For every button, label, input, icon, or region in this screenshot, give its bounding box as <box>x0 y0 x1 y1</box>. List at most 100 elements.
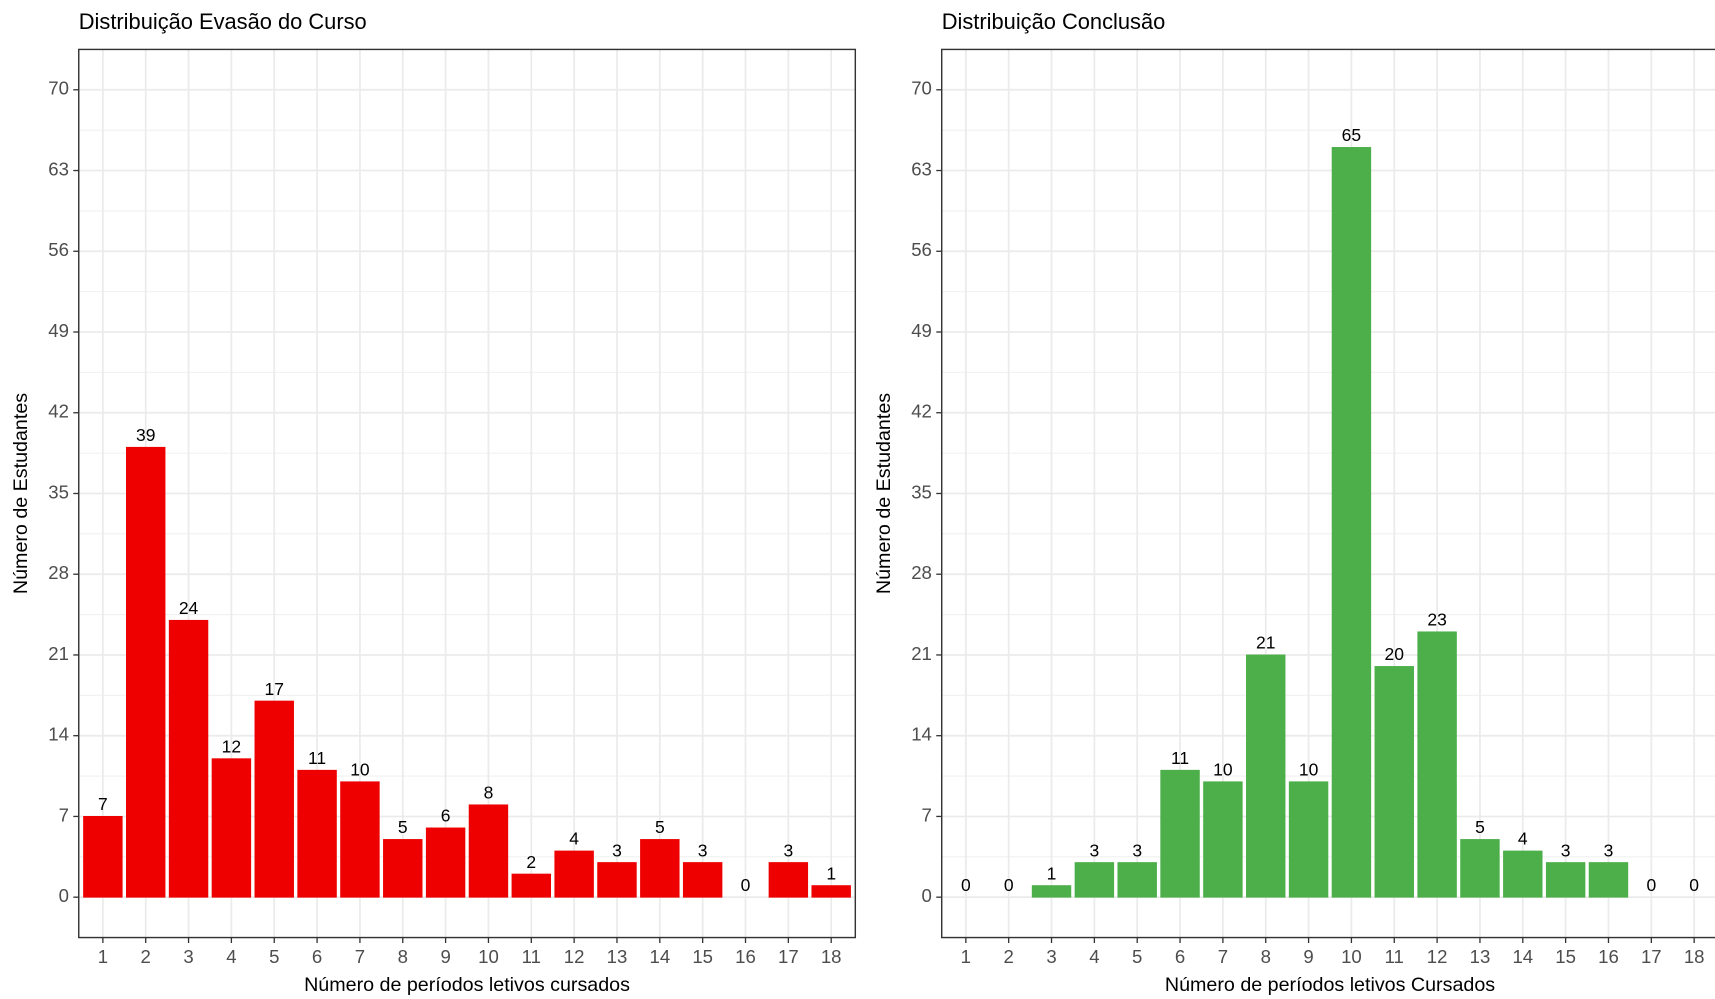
chart-title: Distribuição Evasão do Curso <box>79 9 367 34</box>
value-label: 10 <box>350 760 370 780</box>
bar <box>254 700 294 898</box>
x-tick-label: 2 <box>1004 946 1014 967</box>
y-tick-label: 56 <box>911 239 932 260</box>
y-tick-label: 35 <box>48 481 69 502</box>
bar <box>1288 781 1329 898</box>
bar <box>1503 850 1543 898</box>
y-tick-label: 70 <box>48 78 69 99</box>
x-tick-label: 11 <box>522 946 541 967</box>
bar <box>1374 666 1414 898</box>
value-label: 6 <box>441 806 451 826</box>
bar <box>1074 862 1115 898</box>
value-label: 3 <box>1089 840 1099 860</box>
x-tick-label: 14 <box>649 946 670 967</box>
x-tick-label: 6 <box>312 946 322 967</box>
y-tick-label: 56 <box>48 239 69 260</box>
x-tick-label: 4 <box>1089 946 1099 967</box>
bar <box>597 862 637 898</box>
y-tick-label: 7 <box>59 804 69 825</box>
x-tick-label: 12 <box>564 946 585 967</box>
bar <box>640 839 680 898</box>
y-axis-label: Número de Estudantes <box>10 393 32 594</box>
y-tick-label: 63 <box>48 158 69 179</box>
x-tick-label: 17 <box>1641 946 1662 967</box>
x-axis-label: Número de períodos letivos cursados <box>304 974 630 996</box>
value-label: 0 <box>1689 875 1699 895</box>
y-tick-label: 21 <box>911 643 932 664</box>
value-label: 2 <box>526 852 536 872</box>
value-label: 20 <box>1385 644 1405 664</box>
x-tick-label: 1 <box>961 946 971 967</box>
y-axis-label: Número de Estudantes <box>873 393 895 594</box>
bar <box>1545 862 1586 898</box>
y-tick-label: 35 <box>911 481 932 502</box>
x-tick-label: 10 <box>1341 946 1362 967</box>
y-tick-label: 28 <box>911 562 932 583</box>
value-label: 12 <box>222 736 241 756</box>
value-label: 11 <box>308 748 326 768</box>
x-tick-label: 7 <box>1218 946 1228 967</box>
x-tick-label: 16 <box>1598 946 1619 967</box>
x-axis-label: Número de períodos letivos Cursados <box>1165 974 1495 996</box>
x-tick-label: 3 <box>1046 946 1056 967</box>
x-tick-label: 3 <box>183 946 193 967</box>
bar <box>83 816 123 898</box>
y-tick-label: 63 <box>911 158 932 179</box>
bar <box>297 769 337 898</box>
y-tick-label: 42 <box>911 401 932 422</box>
y-tick-label: 0 <box>922 885 932 906</box>
value-label: 10 <box>1213 760 1233 780</box>
y-tick-label: 0 <box>59 885 69 906</box>
value-label: 0 <box>961 875 971 895</box>
bar <box>1160 769 1200 898</box>
x-tick-label: 12 <box>1427 946 1448 967</box>
value-label: 7 <box>98 794 108 814</box>
value-label: 23 <box>1427 610 1446 630</box>
x-tick-label: 18 <box>1684 946 1705 967</box>
bar <box>811 885 851 898</box>
value-label: 8 <box>484 783 494 803</box>
value-label: 10 <box>1299 760 1319 780</box>
value-label: 24 <box>179 598 199 618</box>
y-tick-label: 14 <box>48 724 69 745</box>
x-tick-label: 15 <box>1555 946 1576 967</box>
x-tick-label: 9 <box>440 946 450 967</box>
x-tick-label: 7 <box>355 946 365 967</box>
x-tick-label: 15 <box>692 946 713 967</box>
y-tick-label: 70 <box>911 78 932 99</box>
bar <box>1417 631 1457 898</box>
y-tick-label: 28 <box>48 562 69 583</box>
bar <box>340 781 380 898</box>
y-tick-label: 49 <box>48 320 69 341</box>
value-label: 0 <box>741 875 751 895</box>
x-tick-label: 6 <box>1175 946 1185 967</box>
x-tick-label: 4 <box>226 946 236 967</box>
value-label: 3 <box>1604 840 1614 860</box>
value-label: 4 <box>1518 829 1528 849</box>
value-label: 39 <box>136 425 155 445</box>
value-label: 5 <box>655 817 665 837</box>
value-label: 21 <box>1256 633 1275 653</box>
value-label: 3 <box>783 840 793 860</box>
bar <box>425 827 466 898</box>
bar <box>1331 147 1372 898</box>
value-label: 1 <box>826 863 836 883</box>
x-tick-label: 5 <box>1132 946 1142 967</box>
x-tick-label: 14 <box>1512 946 1533 967</box>
x-tick-label: 18 <box>821 946 842 967</box>
bar <box>168 619 209 898</box>
bar <box>682 862 723 898</box>
value-label: 65 <box>1342 125 1361 145</box>
value-label: 3 <box>1561 840 1571 860</box>
value-label: 4 <box>569 829 579 849</box>
bar <box>1117 862 1157 898</box>
bar <box>125 446 166 898</box>
bar <box>511 873 552 898</box>
value-label: 3 <box>698 840 708 860</box>
bar <box>554 850 594 898</box>
chart-title: Distribuição Conclusão <box>942 9 1166 34</box>
x-tick-label: 13 <box>1470 946 1491 967</box>
value-label: 1 <box>1047 863 1057 883</box>
x-tick-label: 17 <box>778 946 799 967</box>
value-label: 0 <box>1646 875 1656 895</box>
